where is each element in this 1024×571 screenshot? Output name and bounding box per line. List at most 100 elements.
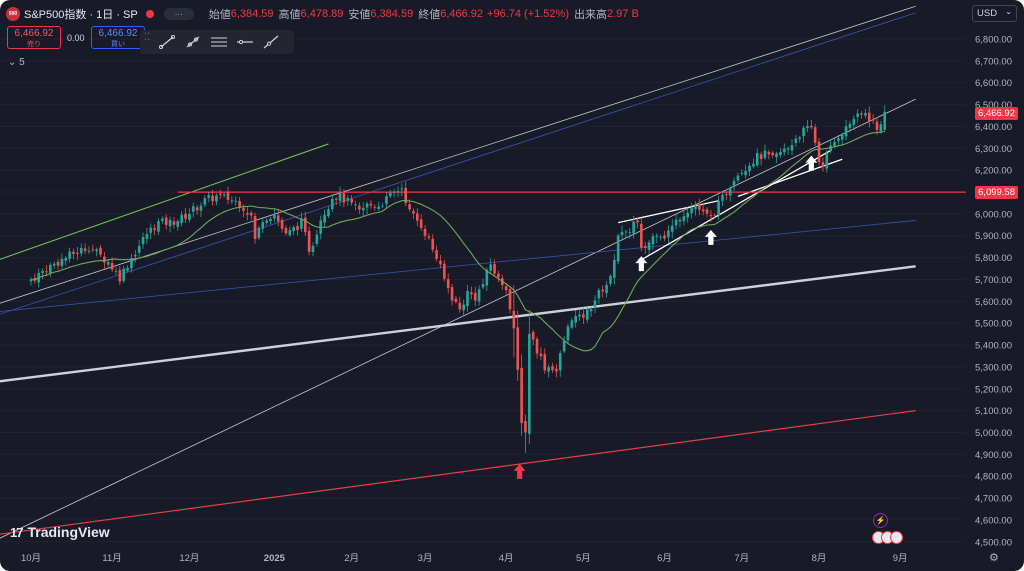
candle-body <box>856 113 859 117</box>
blue-trend-line-1 <box>0 12 916 315</box>
y-tick-label: 6,800.00 <box>975 35 1012 46</box>
y-tick-label: 5,800.00 <box>975 253 1012 264</box>
candle-body <box>315 234 319 244</box>
buy-label: 買い <box>111 41 125 48</box>
volume-value: 2.97 B <box>606 8 639 20</box>
indicators-toggle[interactable]: ⌄ 5 <box>8 57 25 68</box>
y-tick-label: 4,600.00 <box>975 515 1012 526</box>
time-axis: 10月 11月 12月 2025 2月 3月 4月 5月 6月 7月 8月 9月 <box>21 553 908 564</box>
y-tick-label: 6,700.00 <box>975 56 1012 67</box>
candle-body <box>95 249 98 252</box>
compare-toggle[interactable]: ⋯ <box>163 8 194 20</box>
y-tick-label: 4,500.00 <box>975 537 1012 548</box>
candle-body <box>551 366 554 371</box>
y-tick-label: 6,600.00 <box>975 78 1012 89</box>
currency-value: USD <box>977 8 998 19</box>
lightning-icon[interactable]: ⚡ <box>873 513 888 528</box>
candle-body <box>470 292 473 295</box>
candle-body <box>659 236 662 238</box>
candle-body <box>725 194 728 196</box>
candle-body <box>292 227 295 232</box>
candle-body <box>354 204 357 206</box>
trend-line-tool-icon[interactable] <box>154 32 180 52</box>
candle-body <box>655 235 659 237</box>
candle-body <box>748 165 751 172</box>
ma-line <box>30 130 885 352</box>
candle-body <box>728 187 732 196</box>
candle-body <box>624 231 628 233</box>
candle-body <box>613 259 616 278</box>
candle-body <box>56 261 60 266</box>
candle-body <box>651 236 655 245</box>
events-badges[interactable] <box>872 531 903 544</box>
us-flag-icon[interactable] <box>890 531 903 544</box>
candle-body <box>848 123 852 128</box>
candle-body <box>481 284 485 288</box>
candle-body <box>860 113 863 115</box>
x-tick-label: 12月 <box>179 553 199 564</box>
y-tick-label: 4,800.00 <box>975 472 1012 483</box>
candle-body <box>643 246 647 248</box>
tradingview-logo[interactable]: 17 TradingView <box>10 524 110 540</box>
ray-tool-icon[interactable] <box>180 32 206 52</box>
candle-body <box>273 214 276 219</box>
candle-body <box>840 135 844 140</box>
ohlc-low-value: 6,384.59 <box>370 8 414 20</box>
candle-body <box>388 192 392 197</box>
candle-body <box>385 196 388 204</box>
thick-support-line <box>0 265 916 383</box>
horizontal-line-tool-icon[interactable] <box>232 32 258 52</box>
blue-trend-line-2 <box>0 220 916 312</box>
y-tick-label: 6,400.00 <box>975 122 1012 133</box>
candle-body <box>392 191 396 193</box>
change-value: +96.74 (+1.52%) <box>487 8 569 20</box>
candle-body <box>547 367 550 372</box>
candle-body <box>508 289 512 310</box>
candle-body <box>184 213 187 219</box>
x-tick-label: 8月 <box>812 553 827 564</box>
candle-body <box>497 273 500 278</box>
level-price-label: 6,099.58 <box>975 186 1018 199</box>
candle-body <box>29 279 33 282</box>
candle-body <box>636 220 639 223</box>
candle-body <box>130 258 133 269</box>
candle-body <box>663 235 666 239</box>
candle-body <box>686 212 690 218</box>
y-tick-label: 5,100.00 <box>975 406 1012 417</box>
candle-body <box>578 314 581 317</box>
white-trend-line-1 <box>618 200 719 224</box>
buy-button[interactable]: 6,466.92 買い <box>91 26 145 49</box>
candle-body <box>49 264 52 274</box>
candle-body <box>790 144 794 151</box>
ohlc-high-value: 6,478.89 <box>300 8 344 20</box>
currency-select[interactable]: USD ⌄ <box>972 5 1017 22</box>
extended-line-tool-icon[interactable] <box>258 32 284 52</box>
outer-channel-line <box>0 5 916 304</box>
candle-body <box>172 221 176 225</box>
candle-body <box>806 125 809 129</box>
candle-body <box>864 113 867 116</box>
x-tick-label: 6月 <box>657 553 672 564</box>
x-tick-label: 2月 <box>344 553 359 564</box>
buy-price: 6,466.92 <box>98 28 138 39</box>
sell-button[interactable]: 6,466.92 売り <box>7 26 61 49</box>
x-tick-label: 7月 <box>734 553 749 564</box>
sell-label: 売り <box>27 41 41 48</box>
parallel-channel-tool-icon[interactable] <box>206 32 232 52</box>
candle-body <box>416 213 419 221</box>
annotation-arrows <box>513 155 818 479</box>
trend-lines <box>0 5 966 539</box>
candle-body <box>33 277 37 281</box>
x-tick-label: 4月 <box>499 553 514 564</box>
candle-body <box>531 332 535 340</box>
y-tick-label: 4,900.00 <box>975 450 1012 461</box>
candle-body <box>195 207 199 211</box>
candlesticks <box>29 105 887 453</box>
sell-price: 6,466.92 <box>14 28 54 39</box>
y-tick-label: 5,500.00 <box>975 319 1012 330</box>
symbol-title[interactable]: S&P500指数 · 1日 · SP <box>24 9 138 21</box>
candle-body <box>810 125 813 128</box>
settings-gear-icon[interactable]: ⚙ <box>989 552 999 564</box>
toolbar-drag-handle-icon[interactable]: ⁚⁚ <box>144 32 151 43</box>
